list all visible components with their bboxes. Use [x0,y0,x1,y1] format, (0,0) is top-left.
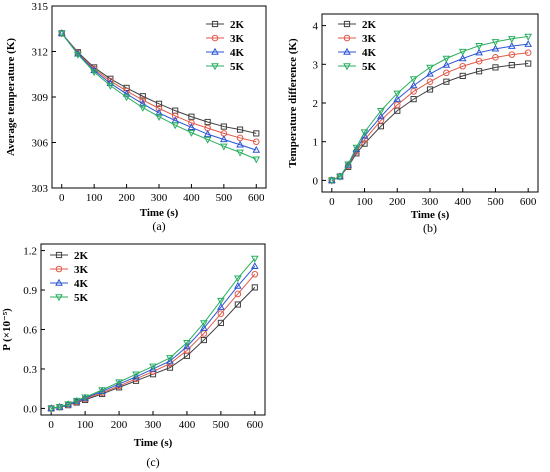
x-tick-label: 300 [145,419,162,431]
y-tick-label: 306 [32,138,49,150]
x-tick-label: 200 [118,192,135,204]
x-axis-title: Time (s) [411,209,450,221]
y-tick-label: 1.2 [23,246,37,258]
x-tick-label: 500 [213,419,230,431]
panel-a: 0 100 200 300 400 500 600 303 306 309 312 315 Time (… [5,1,266,233]
x-tick-label: 100 [77,419,94,431]
legend: 2K 3K 4K 5K [338,19,377,73]
legend-label: 3K [362,33,377,45]
legend-label: 4K [362,47,377,59]
panel-caption: (a) [152,219,165,233]
y-axis-title: P (×10⁻⁵) [1,308,13,351]
x-axis-title: Time (s) [140,207,179,219]
y-tick-label: 312 [32,47,49,59]
y-tick-label: 4 [313,21,319,33]
x-tick-label: 500 [216,192,233,204]
legend-label: 5K [362,61,377,73]
legend-label: 3K [230,33,245,45]
data-point [525,41,531,46]
y-axis-title: Average temperature (K) [5,38,17,156]
data-point [253,157,259,162]
legend-label: 5K [230,61,245,73]
panel-c: 0 100 200 300 400 500 600 0.0 0.3 0.6 0.9 1.2 Time (… [1,244,265,469]
panel-caption: (c) [146,455,159,469]
y-tick-label: 3 [313,59,319,71]
legend-label: 3K [74,264,89,276]
x-tick-label: 0 [59,192,65,204]
y-tick-label: 0.9 [23,285,37,297]
x-tick-label: 100 [356,196,373,208]
legend-label: 2K [74,250,89,262]
legend-label: 2K [362,19,377,31]
x-tick-label: 400 [179,419,196,431]
series-line [62,33,257,150]
x-tick-label: 200 [111,419,128,431]
y-tick-label: 315 [32,1,49,13]
legend-label: 5K [74,292,89,304]
x-axis-title: Time (s) [134,437,173,449]
legend-label: 2K [230,19,245,31]
data-point [252,263,258,268]
plot-frame [322,14,538,192]
y-tick-label: 0.3 [23,364,37,376]
legend-label: 4K [230,47,245,59]
x-tick-label: 600 [248,192,265,204]
y-tick-label: 1 [313,137,319,149]
panel-b: 0 100 200 300 400 500 600 0 1 2 3 4 Time (s) Temperat… [287,14,538,235]
y-tick-label: 0 [313,175,319,187]
series-line [332,64,528,181]
y-axis-title: Temperature difference (K) [287,38,299,168]
y-tick-label: 2 [313,98,319,110]
series-line [51,287,255,408]
legend: 2K 3K 4K 5K [50,250,89,304]
x-tick-label: 100 [86,192,103,204]
y-tick-label: 309 [32,92,49,104]
x-tick-label: 400 [183,192,200,204]
y-tick-label: 0.0 [23,403,37,415]
x-tick-label: 400 [454,196,471,208]
x-tick-label: 300 [151,192,168,204]
series-4K [329,41,531,183]
x-tick-label: 0 [329,196,335,208]
x-tick-label: 500 [487,196,504,208]
panel-caption: (b) [423,221,437,235]
x-tick-label: 0 [48,419,54,431]
x-tick-label: 600 [520,196,537,208]
series-line [62,33,257,133]
legend: 2K 3K 4K 5K [206,19,245,73]
series-line [62,33,257,141]
x-tick-label: 200 [389,196,406,208]
legend-label: 4K [74,278,89,290]
y-tick-label: 303 [32,183,49,195]
x-tick-label: 300 [422,196,439,208]
x-tick-label: 600 [247,419,264,431]
y-tick-label: 0.6 [23,325,37,337]
